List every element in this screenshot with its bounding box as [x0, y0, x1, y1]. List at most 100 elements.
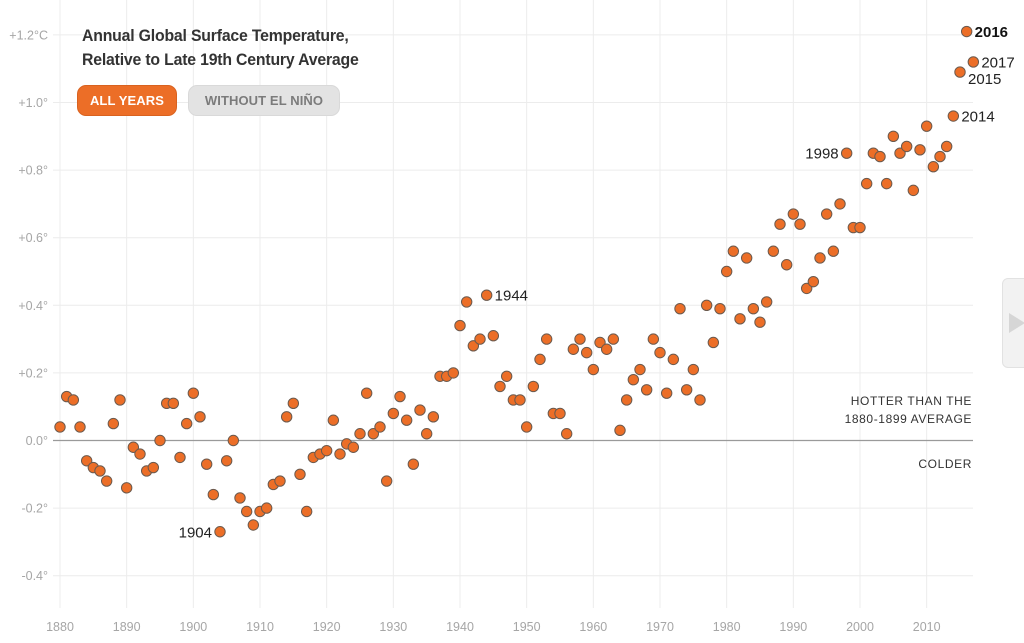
- data-point-1947[interactable]: [500, 370, 513, 382]
- data-point-1880[interactable]: [54, 421, 66, 433]
- data-point-1972[interactable]: [667, 353, 680, 366]
- data-point-1897[interactable]: [167, 397, 180, 410]
- data-point-1945[interactable]: [487, 330, 500, 342]
- data-point-1959[interactable]: [580, 346, 593, 359]
- data-point-1909[interactable]: [247, 519, 260, 531]
- data-point-1964[interactable]: [614, 424, 626, 437]
- data-point-1911[interactable]: [260, 502, 273, 514]
- data-point-1996[interactable]: [827, 245, 840, 257]
- data-point-1997[interactable]: [834, 198, 846, 210]
- data-point-1928[interactable]: [374, 421, 386, 433]
- data-point-1978[interactable]: [707, 336, 720, 349]
- data-point-2014[interactable]: [947, 110, 960, 122]
- data-point-1992[interactable]: [800, 282, 813, 295]
- data-point-1983[interactable]: [740, 252, 753, 264]
- next-panel-button[interactable]: [1002, 278, 1024, 368]
- data-point-1932[interactable]: [400, 414, 413, 426]
- data-point-2012[interactable]: [934, 150, 946, 163]
- data-point-1892[interactable]: [134, 448, 146, 460]
- data-point-1882[interactable]: [67, 394, 80, 406]
- data-point-1977[interactable]: [700, 299, 713, 311]
- data-point-1980[interactable]: [720, 265, 733, 278]
- data-point-1913[interactable]: [274, 475, 286, 487]
- all-years-button[interactable]: ALL YEARS: [77, 85, 177, 116]
- data-point-1988[interactable]: [774, 218, 786, 230]
- data-point-1939[interactable]: [447, 367, 460, 379]
- data-point-1934[interactable]: [414, 404, 426, 416]
- data-point-1962[interactable]: [600, 343, 613, 355]
- data-point-1993[interactable]: [807, 275, 820, 288]
- data-point-2010[interactable]: [920, 120, 933, 132]
- data-point-1994[interactable]: [814, 252, 826, 264]
- data-point-1951[interactable]: [527, 380, 540, 393]
- data-point-1944[interactable]: [480, 289, 493, 301]
- data-point-1931[interactable]: [394, 390, 406, 403]
- data-point-1975[interactable]: [687, 363, 700, 376]
- data-point-1961[interactable]: [594, 336, 606, 349]
- data-point-1971[interactable]: [660, 387, 673, 399]
- data-point-1952[interactable]: [534, 353, 546, 366]
- data-point-1920[interactable]: [320, 444, 333, 457]
- data-point-1963[interactable]: [607, 333, 620, 345]
- data-point-1904[interactable]: [214, 526, 226, 538]
- data-point-1936[interactable]: [427, 411, 440, 423]
- data-point-1927[interactable]: [367, 428, 380, 440]
- data-point-1888[interactable]: [107, 417, 120, 430]
- data-point-1967[interactable]: [634, 363, 646, 376]
- data-point-1916[interactable]: [294, 468, 306, 480]
- data-point-1949[interactable]: [514, 394, 526, 406]
- data-point-1917[interactable]: [300, 505, 313, 518]
- data-point-1958[interactable]: [574, 333, 586, 345]
- data-point-1957[interactable]: [567, 343, 580, 355]
- data-point-1884[interactable]: [80, 455, 93, 467]
- data-point-1898[interactable]: [174, 451, 186, 464]
- data-point-1946[interactable]: [494, 380, 506, 393]
- data-point-2007[interactable]: [900, 140, 913, 153]
- data-point-1950[interactable]: [520, 421, 533, 433]
- data-point-1930[interactable]: [387, 407, 400, 420]
- data-point-1973[interactable]: [674, 302, 686, 315]
- data-point-1965[interactable]: [620, 394, 633, 406]
- data-point-1887[interactable]: [100, 475, 113, 487]
- data-point-1966[interactable]: [627, 373, 640, 386]
- data-point-1987[interactable]: [767, 245, 780, 257]
- data-point-1998[interactable]: [840, 147, 853, 159]
- data-point-1991[interactable]: [794, 218, 806, 230]
- data-point-1925[interactable]: [354, 428, 366, 440]
- data-point-1891[interactable]: [127, 441, 140, 453]
- data-point-1907[interactable]: [234, 492, 246, 504]
- data-point-2009[interactable]: [914, 144, 926, 156]
- data-point-1995[interactable]: [820, 208, 833, 220]
- data-point-1985[interactable]: [754, 316, 766, 328]
- data-point-2013[interactable]: [940, 140, 953, 153]
- data-point-2001[interactable]: [860, 177, 873, 190]
- data-point-1953[interactable]: [540, 333, 553, 345]
- data-point-2000[interactable]: [854, 221, 866, 234]
- data-point-2015[interactable]: [954, 66, 966, 78]
- data-point-1921[interactable]: [327, 414, 340, 426]
- data-point-1924[interactable]: [347, 441, 360, 453]
- data-point-1981[interactable]: [727, 245, 740, 257]
- data-point-1903[interactable]: [207, 488, 220, 501]
- data-point-1979[interactable]: [714, 302, 726, 315]
- data-point-2003[interactable]: [874, 150, 886, 163]
- data-point-1908[interactable]: [240, 505, 253, 518]
- data-point-1890[interactable]: [120, 482, 133, 494]
- data-point-1889[interactable]: [114, 394, 126, 406]
- data-point-1960[interactable]: [587, 363, 600, 376]
- data-point-1941[interactable]: [460, 296, 473, 308]
- data-point-1955[interactable]: [554, 407, 566, 420]
- data-point-1883[interactable]: [74, 421, 86, 433]
- data-point-1974[interactable]: [680, 384, 693, 396]
- data-point-1929[interactable]: [380, 475, 393, 487]
- data-point-2008[interactable]: [907, 184, 920, 197]
- data-point-1956[interactable]: [560, 428, 573, 440]
- data-point-1895[interactable]: [154, 434, 166, 447]
- data-point-1894[interactable]: [147, 461, 160, 474]
- data-point-1935[interactable]: [420, 428, 433, 440]
- data-point-1989[interactable]: [780, 259, 793, 271]
- data-point-1968[interactable]: [640, 384, 653, 396]
- data-point-1970[interactable]: [654, 346, 666, 359]
- data-point-1926[interactable]: [360, 387, 373, 399]
- data-point-1943[interactable]: [474, 333, 486, 345]
